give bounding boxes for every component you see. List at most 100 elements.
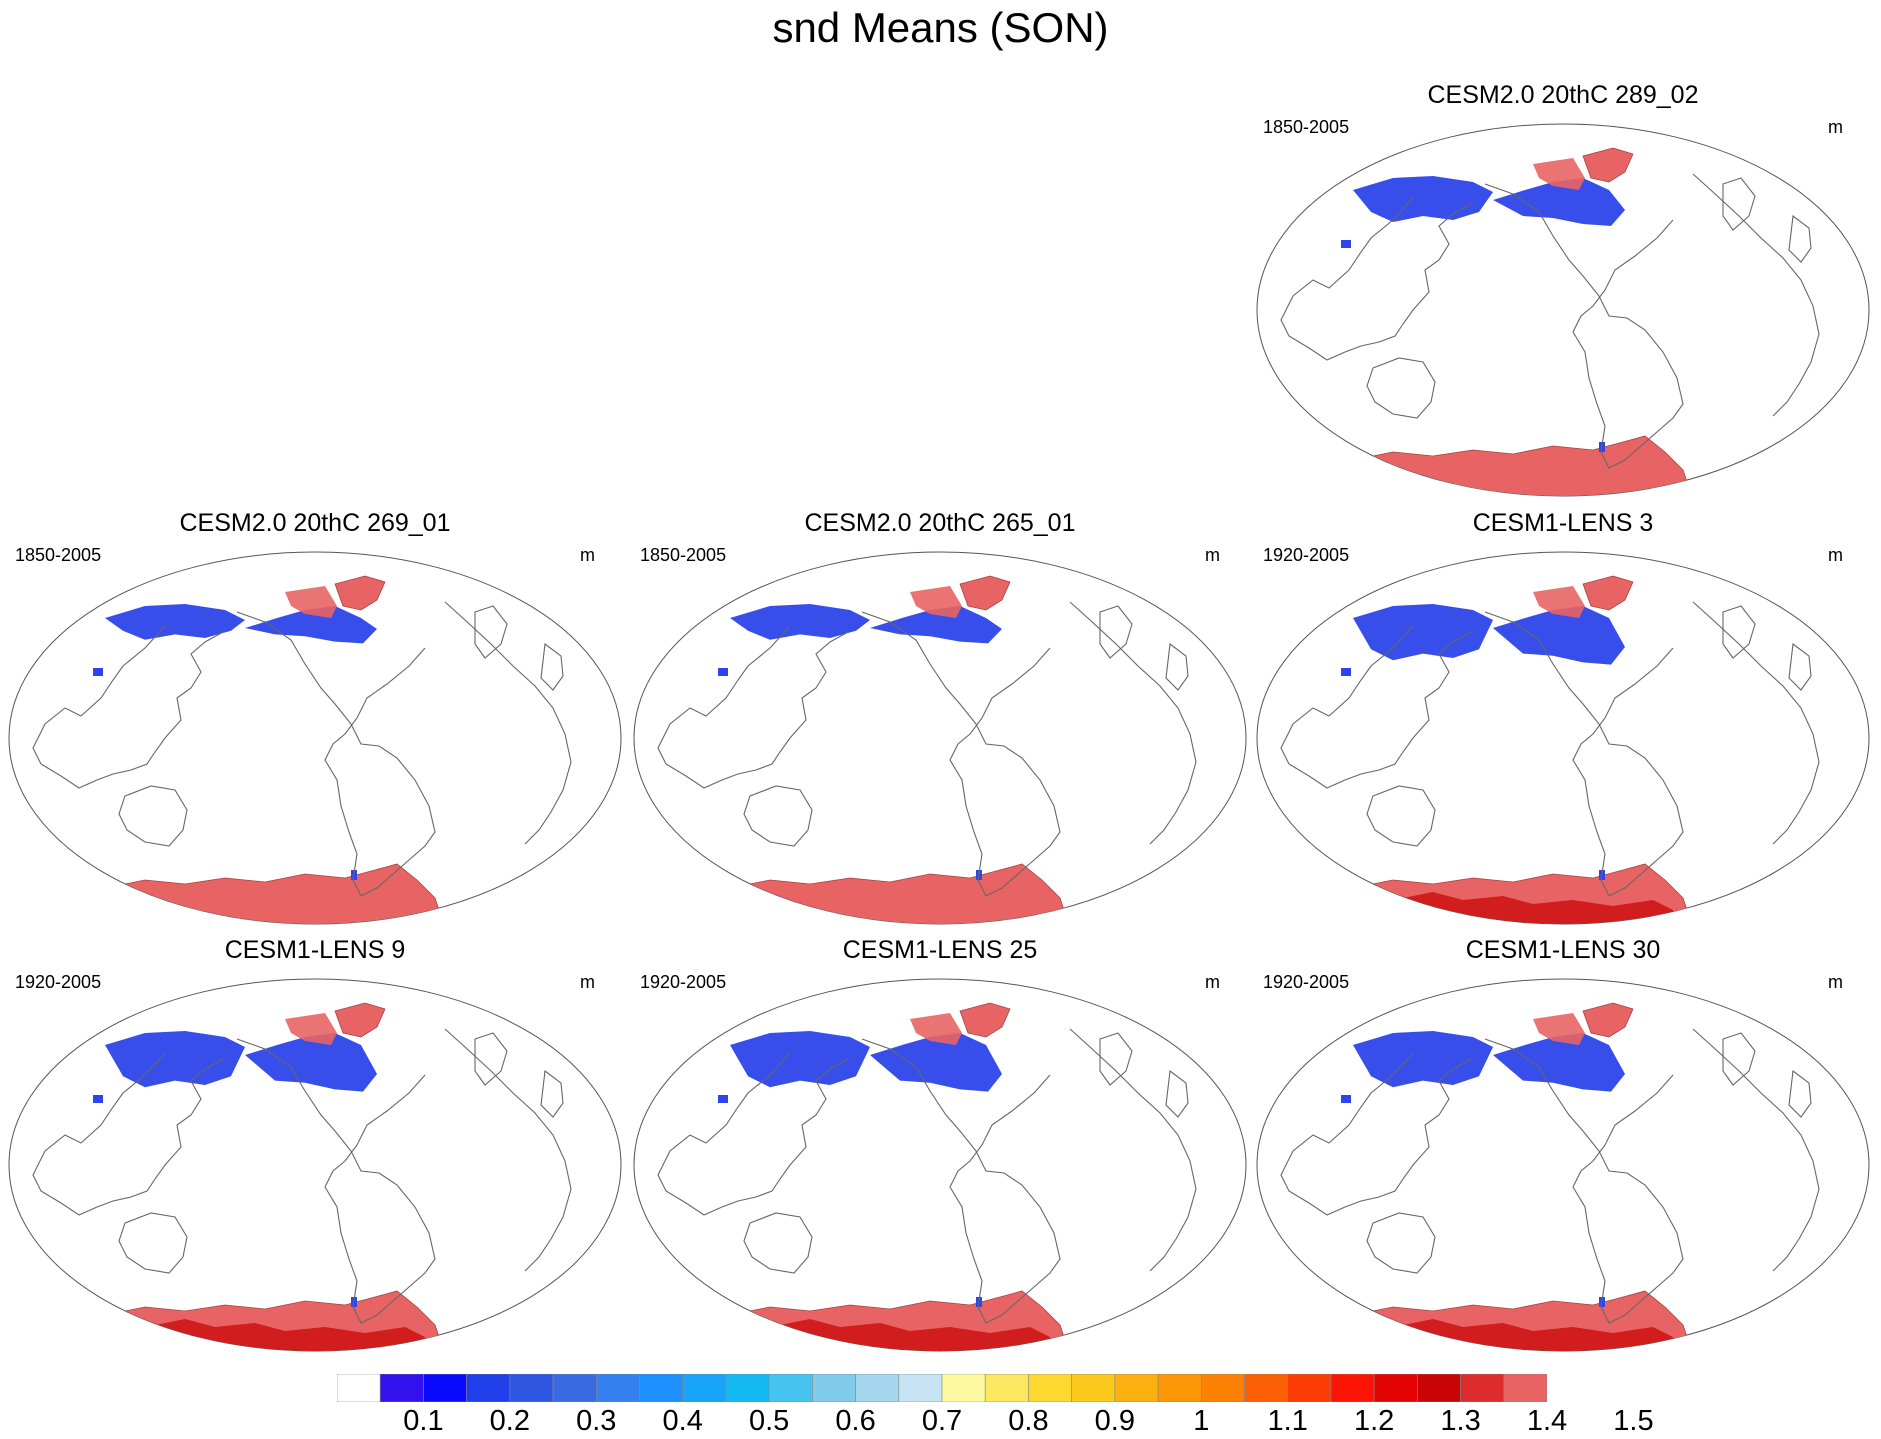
eurasia-snow [1353,176,1493,222]
snow-depth-map [633,978,1247,1352]
map-panel: CESM2.0 20thC 269_01 1850-2005 m [5,508,625,928]
snow-depth-map [8,978,622,1352]
panel-units: m [580,972,595,992]
greenland-snow [1582,1002,1634,1038]
coastline [657,625,849,789]
north-america-snow [1493,1033,1625,1092]
coastline [1165,642,1189,691]
eurasia-snow [730,604,870,640]
coastline [118,1212,188,1274]
colorbar-swatch [1114,1374,1159,1402]
eurasia-snow [1353,1031,1493,1088]
coastline [743,1212,813,1274]
colorbar-swatch [639,1374,684,1402]
coastline [1788,1069,1812,1118]
panel-title: CESM2.0 20thC 289_02 [1427,81,1699,109]
colorbar-swatch [941,1374,986,1402]
colorbar-swatch [509,1374,554,1402]
coastline [1788,214,1812,263]
coastline [1165,1069,1189,1118]
coastline [1484,1038,1684,1324]
panel-years: 1850-2005 [15,545,102,565]
panel-years: 1920-2005 [1263,972,1350,992]
coastline [1722,1032,1756,1086]
panel-title: CESM1-LENS 25 [842,936,1038,964]
colorbar-swatch [1460,1374,1505,1402]
coastline [1722,605,1756,659]
coastline [474,605,508,659]
coastline [1280,1052,1472,1216]
map-panel: CESM2.0 20thC 265_01 1850-2005 m [630,508,1250,928]
greenland-snow [334,575,386,611]
arctic-islands-snow [1533,158,1585,190]
greenland-snow [959,575,1011,611]
coastline [474,1032,508,1086]
coastline [743,785,813,847]
colorbar-swatch [682,1374,727,1402]
map-panel: CESM1-LENS 30 1920-2005 m [1253,935,1873,1355]
coastline [540,642,564,691]
colorbar-labels: 0.1 0.2 0.3 0.4 0.5 0.6 0.7 0.8 0.9 1 1.1 1.2 1.3 1.4… [337,1404,1653,1438]
colorbar-tick-label: 0.6 [835,1405,876,1437]
panel-years: 1850-2005 [1263,117,1350,137]
colorbar-tick-label: 1.5 [1613,1405,1654,1437]
snow-depth-map [1256,551,1870,925]
arctic-islands-snow [910,586,962,618]
greenland-snow [959,1002,1011,1038]
coastline [32,1052,224,1216]
panel-title: CESM2.0 20thC 269_01 [179,509,451,537]
colorbar-swatch [1071,1374,1116,1402]
tibet-snow [718,1095,728,1103]
colorbar-tick-label: 1.3 [1440,1405,1481,1437]
panel-years: 1850-2005 [640,545,727,565]
tibet-snow [93,668,103,676]
colorbar-tick-label: 0.5 [748,1405,790,1437]
colorbar-swatch [855,1374,900,1402]
coastline [1692,1028,1820,1272]
colorbar-tick-label: 1.4 [1526,1405,1568,1437]
north-america-snow [1493,178,1625,226]
colorbar-swatch [984,1374,1029,1402]
colorbar-tick-label: 1.2 [1353,1405,1395,1437]
colorbar-swatch [1244,1374,1289,1402]
colorbar-swatch [1028,1374,1072,1402]
colorbar-tick-label: 0.3 [576,1405,617,1437]
figure-title: snd Means (SON) [772,4,1109,51]
arctic-islands-snow [1533,586,1585,618]
colorbar-swatch [1503,1374,1547,1402]
snow-depth-map [633,551,1247,925]
map-panel: CESM1-LENS 3 1920-2005 m [1253,508,1873,928]
panel-units: m [1828,545,1843,565]
coastline [657,1052,849,1216]
colorbar-swatch [337,1374,381,1402]
snow-depth-map [1256,978,1870,1352]
north-america-snow [245,606,377,644]
panel-years: 1920-2005 [640,972,727,992]
panel-units: m [1828,117,1843,137]
colorbar-swatch [1200,1374,1245,1402]
colorbar-tick-label: 0.1 [403,1405,444,1437]
colorbar [337,1374,1547,1402]
map-panel: CESM2.0 20thC 289_02 1850-2005 m [1253,80,1873,500]
panel-title: CESM1-LENS 9 [224,936,406,964]
arctic-islands-snow [910,1013,962,1045]
panel-units: m [1205,972,1220,992]
coastline [1788,642,1812,691]
north-america-snow [870,606,1002,644]
colorbar-tick-label: 1 [1193,1405,1210,1437]
coastline [1692,173,1820,417]
map-panel: CESM1-LENS 9 1920-2005 m [5,935,625,1355]
eurasia-snow [105,604,245,640]
coastline [1069,1028,1197,1272]
colorbar-swatch [379,1374,424,1402]
colorbar-tick-label: 0.4 [662,1405,703,1437]
coastline [861,1038,1061,1324]
north-america-snow [1493,606,1625,665]
greenland-snow [1582,575,1634,611]
snow-depth-map [1256,123,1870,497]
coastline [1099,1032,1133,1086]
arctic-islands-snow [1533,1013,1585,1045]
panel-years: 1920-2005 [15,972,102,992]
colorbar-tick-label: 0.7 [921,1405,963,1437]
coastline [1366,357,1436,419]
